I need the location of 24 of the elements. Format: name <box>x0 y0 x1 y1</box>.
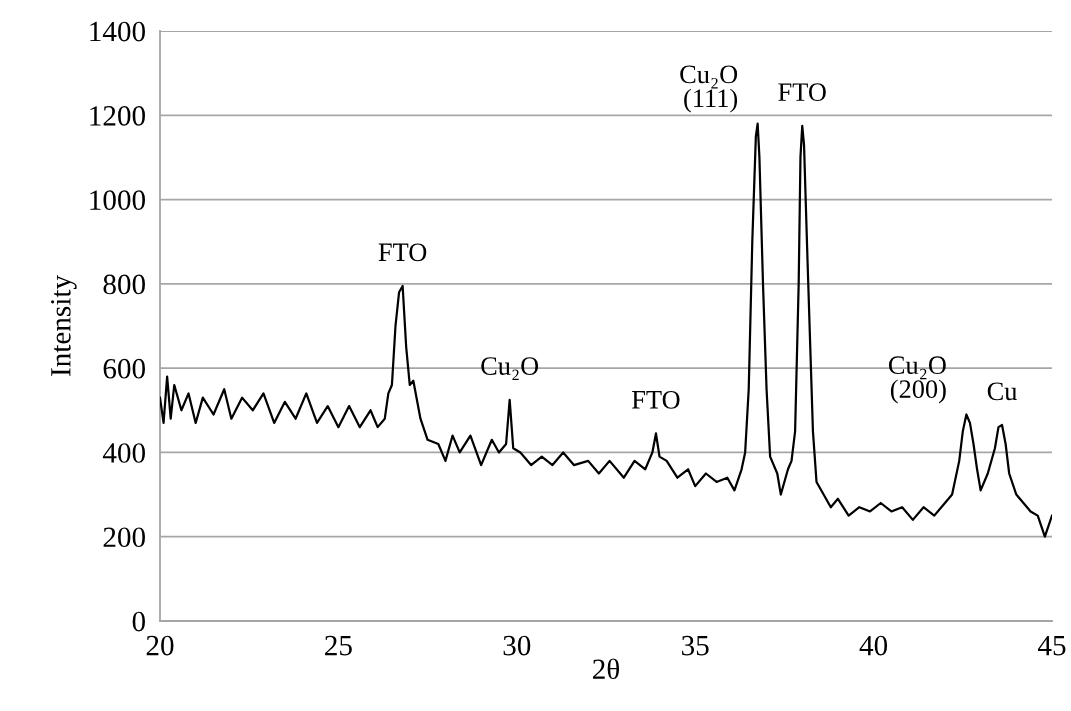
y-tick-label: 1200 <box>90 106 145 126</box>
y-tick-label: 600 <box>103 358 145 379</box>
x-tick-label: 30 <box>503 635 531 656</box>
x-axis-title: 2θ <box>593 658 620 680</box>
y-axis-title: Intensity <box>51 275 77 376</box>
x-tick-label: 20 <box>146 635 174 656</box>
x-tick-label: 25 <box>325 635 352 656</box>
annotation: FTO <box>378 243 427 262</box>
x-tick-label: 40 <box>859 635 888 656</box>
annotation: FTO <box>632 390 680 409</box>
y-tick-label: 400 <box>102 443 145 463</box>
annotation: Cu₂O <box>481 357 539 381</box>
annotation: Cu₂O (111) <box>680 65 738 113</box>
y-tick-label: 1000 <box>90 190 145 210</box>
line-series <box>160 122 1052 538</box>
x-tick-label: 35 <box>682 635 709 656</box>
y-tick-label: 0 <box>132 611 145 632</box>
y-tick-label: 1400 <box>90 21 145 42</box>
annotation: Cu <box>987 382 1017 401</box>
y-tick-label: 800 <box>103 274 145 295</box>
x-tick-label: 45 <box>1037 635 1066 656</box>
y-tick-label: 200 <box>103 527 145 548</box>
annotation: Cu₂O (200) <box>888 356 946 404</box>
annotation: FTO <box>778 83 826 102</box>
